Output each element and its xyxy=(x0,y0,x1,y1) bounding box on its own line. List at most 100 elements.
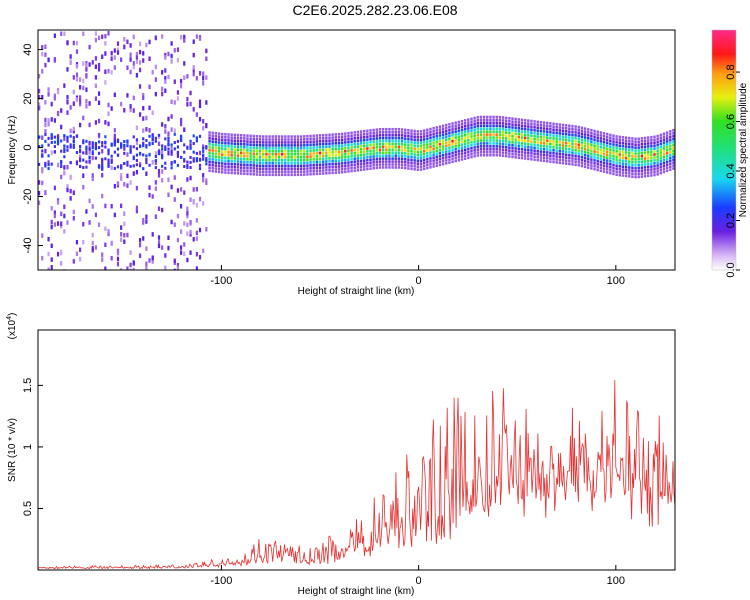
heatmap-cell xyxy=(621,141,625,145)
heatmap-cell xyxy=(176,237,180,243)
heatmap-cell xyxy=(653,147,656,150)
heatmap-cell xyxy=(571,142,574,146)
heatmap-cell xyxy=(138,238,142,243)
heatmap-cell xyxy=(331,156,334,160)
heatmap-cell xyxy=(337,165,341,168)
heatmap-cell xyxy=(514,147,517,150)
heatmap-cell xyxy=(646,165,650,169)
heatmap-cell xyxy=(60,165,63,169)
heatmap-cell xyxy=(605,138,609,142)
heatmap-cell xyxy=(142,106,145,111)
heatmap-cell xyxy=(116,153,120,157)
heatmap-cell xyxy=(429,154,432,157)
heatmap-cell xyxy=(239,151,243,155)
heatmap-cell xyxy=(186,211,189,216)
heatmap-cell xyxy=(262,170,265,174)
heatmap-cell xyxy=(262,167,265,171)
heatmap-cell xyxy=(634,164,637,167)
heatmap-cell xyxy=(366,153,369,156)
heatmap-cell xyxy=(356,130,360,134)
heatmap-cell xyxy=(154,160,157,165)
heatmap-cell xyxy=(101,166,104,170)
heatmap-cell xyxy=(356,151,360,154)
heatmap-cell xyxy=(154,154,157,158)
heatmap-cell xyxy=(410,161,413,165)
heatmap-cell xyxy=(460,119,464,123)
heatmap-cell xyxy=(564,141,568,145)
heatmap-cell xyxy=(527,154,530,158)
heatmap-cell xyxy=(60,108,63,113)
heatmap-cell xyxy=(88,101,91,106)
heatmap-cell xyxy=(41,51,44,57)
heatmap-cell xyxy=(542,121,546,124)
heatmap-cell xyxy=(38,269,41,270)
heatmap-cell xyxy=(221,159,224,162)
heatmap-cell xyxy=(511,143,514,147)
heatmap-cell xyxy=(662,164,666,168)
heatmap-cell xyxy=(498,124,502,128)
heatmap-cell xyxy=(435,146,438,150)
heatmap-cell xyxy=(126,266,129,270)
heatmap-cell xyxy=(356,157,360,160)
heatmap-cell xyxy=(164,137,167,141)
heatmap-cell xyxy=(375,163,379,167)
heatmap-cell xyxy=(366,150,369,153)
heatmap-cell xyxy=(299,149,303,153)
heatmap-cell xyxy=(164,76,167,81)
heatmap-cell xyxy=(284,158,287,162)
heatmap-cell xyxy=(650,168,653,171)
heatmap-cell xyxy=(47,163,50,167)
heatmap-cell xyxy=(501,125,505,128)
heatmap-cell xyxy=(306,167,309,170)
heatmap-cell xyxy=(369,149,372,153)
heatmap-cell xyxy=(293,147,296,150)
heatmap-cell xyxy=(321,160,325,163)
heatmap-cell xyxy=(44,62,47,68)
heatmap-cell xyxy=(564,138,568,142)
heatmap-cell xyxy=(262,149,265,153)
heatmap-cell xyxy=(53,210,56,215)
heatmap-cell xyxy=(615,149,618,153)
heatmap-cell xyxy=(621,171,625,174)
heatmap-cell xyxy=(318,145,322,149)
heatmap-cell xyxy=(72,216,75,221)
heatmap-cell xyxy=(580,126,584,130)
heatmap-cell xyxy=(375,146,379,149)
heatmap-cell xyxy=(596,142,599,145)
heatmap-cell xyxy=(527,151,530,155)
heatmap-cell xyxy=(404,157,407,161)
heatmap-cell xyxy=(246,149,249,152)
heatmap-cell xyxy=(271,167,274,171)
heatmap-cell xyxy=(315,140,319,143)
heatmap-cell xyxy=(571,148,574,151)
heatmap-cell xyxy=(41,94,44,100)
heatmap-cell xyxy=(85,62,88,68)
heatmap-cell xyxy=(173,100,176,105)
heatmap-cell xyxy=(334,139,338,142)
snr-x-label: Height of straight line (km) xyxy=(298,586,415,597)
heatmap-cell xyxy=(350,134,353,138)
heatmap-cell xyxy=(432,141,435,145)
heatmap-cell xyxy=(489,139,492,142)
heatmap-cell xyxy=(669,168,672,171)
heatmap-cell xyxy=(454,130,457,133)
heatmap-cell xyxy=(170,166,173,170)
heatmap-cell xyxy=(508,125,511,129)
heatmap-cell xyxy=(369,137,372,141)
heatmap-cell xyxy=(176,139,180,143)
heatmap-cell xyxy=(533,149,536,153)
heatmap-cell xyxy=(546,136,549,140)
heatmap-cell xyxy=(530,143,533,146)
heatmap-cell xyxy=(176,213,180,219)
heatmap-cell xyxy=(120,232,123,237)
heatmap-cell xyxy=(555,131,558,135)
heatmap-cell xyxy=(486,153,489,157)
heatmap-cell xyxy=(523,133,527,137)
heatmap-cell xyxy=(416,147,420,151)
heatmap-cell xyxy=(157,141,161,147)
heatmap-cell xyxy=(546,127,549,131)
heatmap-cell xyxy=(337,150,341,154)
heatmap-cell xyxy=(624,168,628,172)
heatmap-cell xyxy=(612,166,615,170)
heatmap-cell xyxy=(583,139,587,142)
